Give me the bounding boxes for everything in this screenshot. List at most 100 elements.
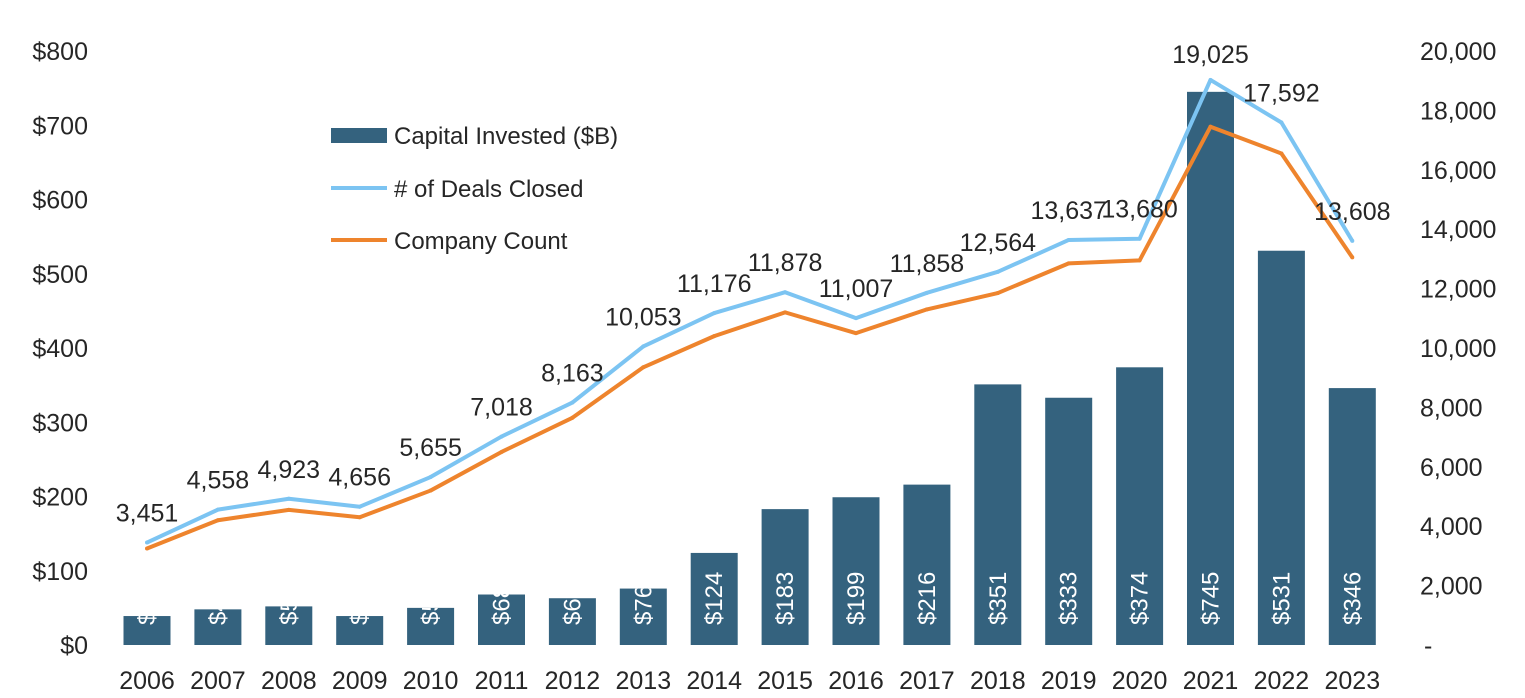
deals-point bbox=[1279, 120, 1284, 125]
company-point bbox=[1279, 151, 1284, 156]
legend-swatch-capital bbox=[331, 128, 387, 143]
deals-point bbox=[145, 540, 149, 545]
bar-label-group: $333 bbox=[1056, 572, 1083, 625]
bar-value-label: $63 bbox=[559, 585, 586, 625]
deals-point bbox=[854, 316, 858, 321]
company-point bbox=[1350, 255, 1355, 260]
bar-2009 bbox=[336, 616, 384, 645]
bar-label-group: $39 bbox=[134, 616, 161, 625]
bar-label-group: $124 bbox=[701, 572, 728, 625]
company-point bbox=[995, 291, 1000, 296]
deals-point bbox=[641, 344, 646, 349]
legend-label-deals: # of Deals Closed bbox=[394, 176, 583, 203]
bar-label-group: $63 bbox=[559, 585, 586, 625]
deals-value-label: 3,451 bbox=[116, 500, 179, 528]
right-tick-label: 12,000 bbox=[1420, 276, 1496, 304]
deals-point bbox=[215, 507, 220, 512]
company-point bbox=[428, 488, 433, 493]
bar-label-group: $745 bbox=[1198, 572, 1225, 625]
legend-item-capital: Capital Invested ($B) bbox=[331, 123, 618, 150]
deals-point bbox=[357, 504, 362, 509]
deals-value-label: 11,878 bbox=[748, 249, 823, 277]
deals-point bbox=[1208, 77, 1213, 82]
bar-label-group: $183 bbox=[772, 572, 799, 625]
right-tick-label: 20,000 bbox=[1420, 38, 1496, 66]
bar-labels-layer: $39 $48 $52 $39 $50 $68 $63 $76 $124 $183 $199 $216… bbox=[134, 572, 1366, 625]
bar-2021 bbox=[1187, 91, 1234, 645]
bar-label-group: $76 bbox=[630, 589, 657, 625]
deals-value-label: 17,592 bbox=[1243, 80, 1319, 108]
deals-point bbox=[924, 290, 929, 295]
bar-value-label: $124 bbox=[701, 572, 728, 625]
deals-value-label: 7,018 bbox=[470, 394, 533, 422]
bar-label-group: $531 bbox=[1268, 572, 1295, 625]
left-tick-label: $0 bbox=[60, 632, 88, 660]
bar-label-group: $50 bbox=[418, 608, 445, 625]
legend-item-company: Company Count bbox=[331, 228, 568, 255]
bar-value-label: $183 bbox=[772, 572, 799, 625]
bar-value-label: $531 bbox=[1268, 572, 1295, 625]
right-tick-label: 10,000 bbox=[1420, 335, 1496, 363]
left-axis: $0 $100 $200 $300 $400 $500 $600 $700 $800 bbox=[32, 38, 88, 660]
deals-value-label: 13,608 bbox=[1314, 198, 1390, 226]
company-point bbox=[570, 415, 575, 420]
company-point bbox=[215, 518, 220, 523]
bar-2014 bbox=[690, 552, 738, 645]
right-tick-label: 6,000 bbox=[1420, 454, 1483, 482]
deals-value-label: 4,923 bbox=[258, 456, 321, 484]
deals-value-label: 13,637 bbox=[1030, 197, 1106, 225]
legend-item-deals: # of Deals Closed bbox=[331, 176, 583, 203]
left-tick-label: $300 bbox=[32, 409, 88, 437]
bar-label-group: $52 bbox=[276, 606, 303, 625]
company-point bbox=[1137, 258, 1142, 263]
company-point bbox=[357, 515, 362, 520]
deals-value-label: 8,163 bbox=[541, 360, 604, 388]
deals-point bbox=[712, 311, 717, 316]
left-tick-label: $200 bbox=[32, 484, 88, 512]
left-tick-label: $800 bbox=[32, 38, 88, 66]
company-point bbox=[1066, 261, 1071, 266]
bar-label-group: $199 bbox=[843, 572, 870, 625]
bar-label-group: $216 bbox=[914, 572, 941, 625]
deals-value-label: 4,656 bbox=[328, 464, 391, 492]
deals-point bbox=[570, 400, 575, 405]
bar-label-group: $351 bbox=[985, 572, 1012, 625]
x-tick-label: 2013 bbox=[615, 667, 671, 695]
left-tick-label: $400 bbox=[32, 335, 88, 363]
lines-layer bbox=[145, 77, 1355, 551]
company-point bbox=[499, 449, 504, 454]
bar-2017 bbox=[903, 484, 951, 645]
bar-2013 bbox=[619, 588, 667, 645]
bar-label-group: $68 bbox=[489, 595, 516, 625]
x-tick-label: 2019 bbox=[1041, 667, 1097, 695]
x-tick-label: 2023 bbox=[1324, 667, 1380, 695]
bar-value-label: $333 bbox=[1056, 572, 1083, 625]
left-tick-label: $500 bbox=[32, 261, 88, 289]
company-point bbox=[924, 307, 929, 312]
bar-2016 bbox=[832, 497, 880, 645]
deals-point bbox=[995, 269, 1000, 274]
bar-2007 bbox=[194, 609, 242, 645]
company-point bbox=[1208, 124, 1213, 129]
deals-value-label: 13,680 bbox=[1101, 196, 1177, 224]
bar-value-label: $199 bbox=[843, 572, 870, 625]
x-axis: 2006 2007 2008 2009 2010 2011 2012 2013 2014 2015… bbox=[119, 667, 1380, 695]
deals-value-label: 10,053 bbox=[605, 303, 681, 331]
x-tick-label: 2008 bbox=[261, 667, 317, 695]
company-point bbox=[712, 334, 717, 339]
bar-2015 bbox=[761, 509, 809, 645]
x-tick-label: 2016 bbox=[828, 667, 884, 695]
deals-point bbox=[1066, 237, 1071, 242]
deals-point bbox=[1137, 236, 1142, 241]
deals-point bbox=[286, 496, 291, 501]
deals-point bbox=[783, 290, 788, 295]
company-point bbox=[145, 546, 149, 551]
company-point bbox=[641, 365, 646, 370]
x-tick-label: 2017 bbox=[899, 667, 955, 695]
right-tick-label: 18,000 bbox=[1420, 97, 1496, 125]
right-tick-label: 14,000 bbox=[1420, 216, 1496, 244]
bar-label-group: $374 bbox=[1127, 572, 1154, 625]
bar-value-label: $48 bbox=[205, 585, 232, 625]
deals-point bbox=[1350, 238, 1355, 243]
